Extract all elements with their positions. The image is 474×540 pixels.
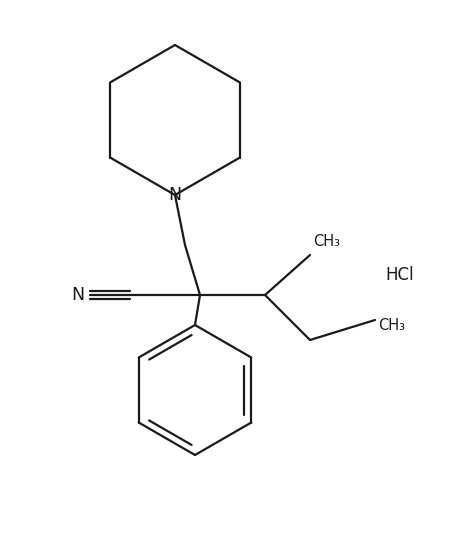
Text: N: N	[72, 286, 84, 304]
Text: N: N	[168, 186, 182, 204]
Text: CH₃: CH₃	[313, 233, 340, 248]
Text: HCl: HCl	[385, 266, 414, 284]
Text: CH₃: CH₃	[378, 318, 405, 333]
